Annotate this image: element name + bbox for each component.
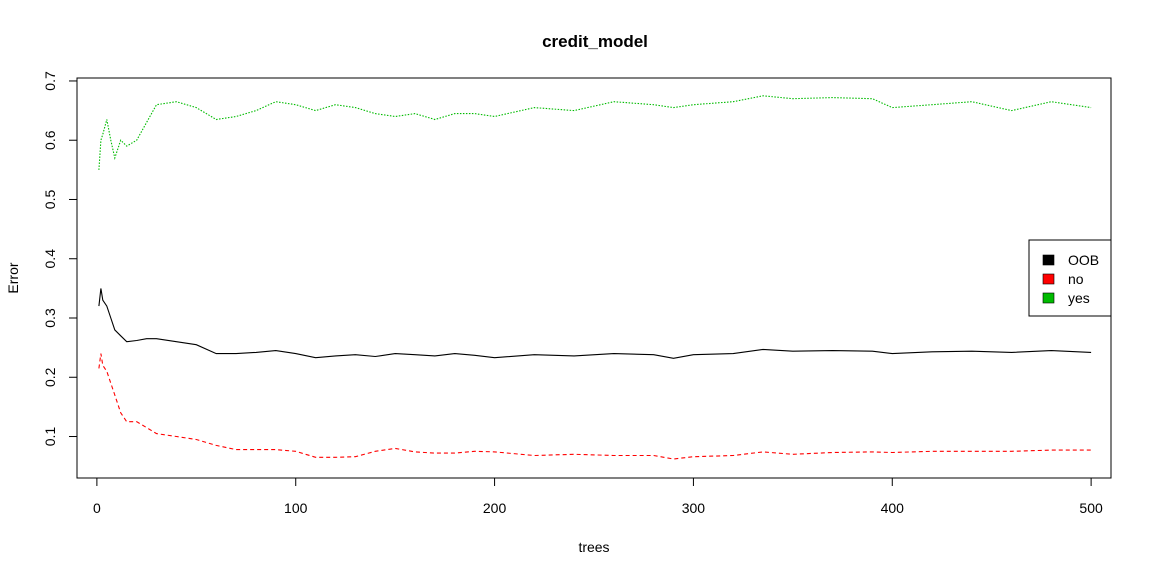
y-tick-label: 0.3 xyxy=(42,308,58,328)
y-tick-label: 0.1 xyxy=(42,427,58,447)
y-tick-label: 0.2 xyxy=(42,367,58,387)
legend-swatch-yes xyxy=(1042,292,1055,304)
legend-swatch-oob xyxy=(1042,254,1055,266)
x-axis: 0 100 200 300 400 500 xyxy=(93,477,1103,516)
legend-label-yes: yes xyxy=(1068,290,1090,306)
x-tick-label: 100 xyxy=(284,500,308,516)
series-line-oob xyxy=(98,288,1092,359)
y-tick-label: 0.6 xyxy=(42,130,58,150)
series-layer xyxy=(98,95,1092,460)
legend-label-oob: OOB xyxy=(1068,252,1099,268)
y-tick-label: 0.4 xyxy=(42,249,58,269)
x-axis-label: trees xyxy=(578,539,609,555)
legend-swatch-no xyxy=(1042,273,1055,285)
x-tick-label: 500 xyxy=(1079,500,1103,516)
x-tick-label: 200 xyxy=(483,500,507,516)
y-tick-label: 0.5 xyxy=(42,190,58,210)
series-line-no xyxy=(98,353,1092,460)
series-line-yes xyxy=(98,95,1092,170)
chart-title: credit_model xyxy=(542,32,648,51)
x-tick-label: 400 xyxy=(881,500,905,516)
legend: OOB no yes xyxy=(1028,239,1112,317)
legend-label-no: no xyxy=(1068,271,1084,287)
x-tick-label: 300 xyxy=(682,500,706,516)
y-tick-label: 0.7 xyxy=(42,71,58,91)
x-tick-label: 0 xyxy=(93,500,101,516)
y-axis: 0.1 0.2 0.3 0.4 0.5 0.6 0.7 xyxy=(42,71,78,447)
legend-box xyxy=(1028,239,1112,317)
y-axis-label: Error xyxy=(5,262,21,293)
plot-frame xyxy=(76,77,1112,479)
